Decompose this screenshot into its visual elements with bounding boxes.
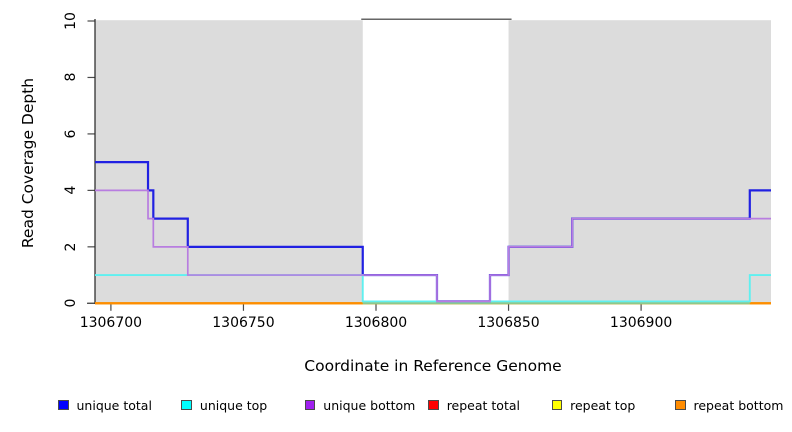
x-tick-label-1306800: 1306800	[344, 315, 408, 331]
legend-item-repeat-total: repeat total	[428, 397, 520, 413]
legend-label: repeat top	[570, 397, 636, 413]
legend-swatch-unique-top	[181, 399, 192, 411]
series-line-unique-bottom	[95, 189, 771, 303]
legend-swatch-unique-total	[58, 399, 69, 411]
y-tick-label-8: 8	[63, 72, 79, 82]
legend-item-repeat-bottom: repeat bottom	[675, 397, 784, 413]
legend-label: unique total	[76, 397, 152, 413]
legend-label: unique top	[199, 397, 268, 413]
legend-swatch-repeat-bottom	[675, 399, 686, 411]
legend-swatch-unique-bottom	[304, 399, 316, 411]
y-tick-label-4: 4	[63, 185, 79, 195]
legend-label: repeat total	[446, 397, 520, 413]
legend-swatch-repeat-total	[428, 399, 439, 411]
x-tick-label-1306900: 1306900	[609, 315, 673, 331]
legend-item-repeat-top: repeat top	[551, 397, 636, 413]
x-axis-title: Coordinate in Reference Genome	[304, 357, 562, 375]
y-tick-label-6: 6	[63, 129, 79, 139]
shaded-region	[508, 20, 771, 304]
x-tick-label-1306850: 1306850	[477, 315, 540, 331]
legend-item-unique-bottom: unique bottom	[304, 397, 416, 413]
legend-label: unique bottom	[323, 397, 416, 413]
y-tick-label-0: 0	[63, 298, 79, 308]
legend-label: repeat bottom	[693, 397, 784, 413]
x-tick-label-1306700: 1306700	[79, 315, 143, 331]
y-axis-title: Read Coverage Depth	[19, 77, 37, 249]
y-tick-label-10: 10	[63, 12, 79, 30]
legend-item-unique-top: unique top	[181, 397, 268, 413]
legend-swatch-repeat-top	[551, 399, 563, 411]
x-tick-label-1306750: 1306750	[212, 315, 275, 331]
legend-item-unique-total: unique total	[58, 397, 152, 413]
y-tick-label-2: 2	[63, 242, 79, 252]
